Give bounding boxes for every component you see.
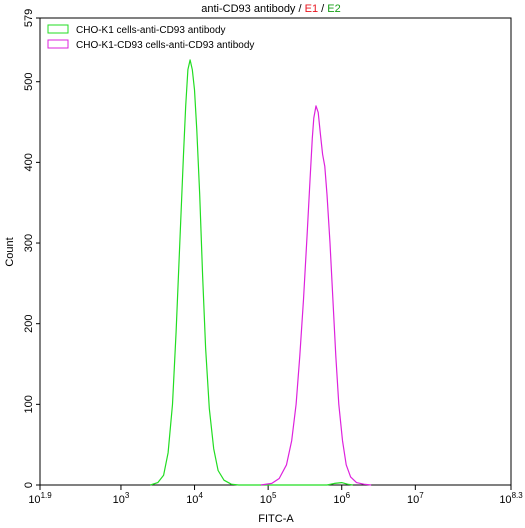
- series-line-1: [260, 105, 372, 486]
- legend-swatch-cho-k1-cd93: [47, 39, 69, 49]
- legend-label-cho-k1: CHO-K1 cells-anti-CD93 antibody: [76, 25, 226, 36]
- histogram-series: [150, 59, 372, 486]
- x-tick-label-4: 106: [333, 491, 350, 506]
- legend-swatch-cho-k1: [47, 24, 69, 34]
- x-tick-label-6: 108.3: [499, 491, 523, 506]
- chart-title: anti-CD93 antibody / E1 / E2: [201, 3, 340, 15]
- y-tick-label-579: 579: [23, 9, 35, 27]
- x-tick-label-5: 107: [407, 491, 424, 506]
- y-tick-label-300: 300: [23, 234, 35, 252]
- x-tick-label-0: 101.9: [28, 491, 52, 506]
- legend: CHO-K1 cells-anti-CD93 antibody CHO-K1-C…: [47, 24, 254, 51]
- title-e1: E1: [305, 3, 318, 15]
- y-axis-title: Count: [4, 237, 16, 266]
- x-axis: 101.9 103 104 105 106 107 108.3: [28, 485, 523, 506]
- legend-label-cho-k1-cd93: CHO-K1-CD93 cells-anti-CD93 antibody: [76, 40, 254, 51]
- y-tick-label-500: 500: [23, 73, 35, 91]
- y-axis: 0 100 200 300 400 500 579: [23, 9, 40, 488]
- title-main: anti-CD93 antibody: [201, 3, 296, 15]
- title-e2: E2: [327, 3, 340, 15]
- x-tick-label-1: 103: [113, 491, 130, 506]
- x-tick-label-2: 104: [186, 491, 203, 506]
- y-tick-label-200: 200: [23, 315, 35, 333]
- y-tick-label-400: 400: [23, 153, 35, 171]
- y-tick-label-100: 100: [23, 395, 35, 413]
- x-axis-title: FITC-A: [258, 513, 294, 525]
- plot-frame: [39, 17, 512, 486]
- title-separator-1: /: [295, 3, 304, 15]
- series-line-0: [150, 59, 353, 486]
- title-separator-2: /: [318, 3, 327, 15]
- x-tick-label-3: 105: [260, 491, 277, 506]
- y-tick-label-0: 0: [23, 482, 35, 488]
